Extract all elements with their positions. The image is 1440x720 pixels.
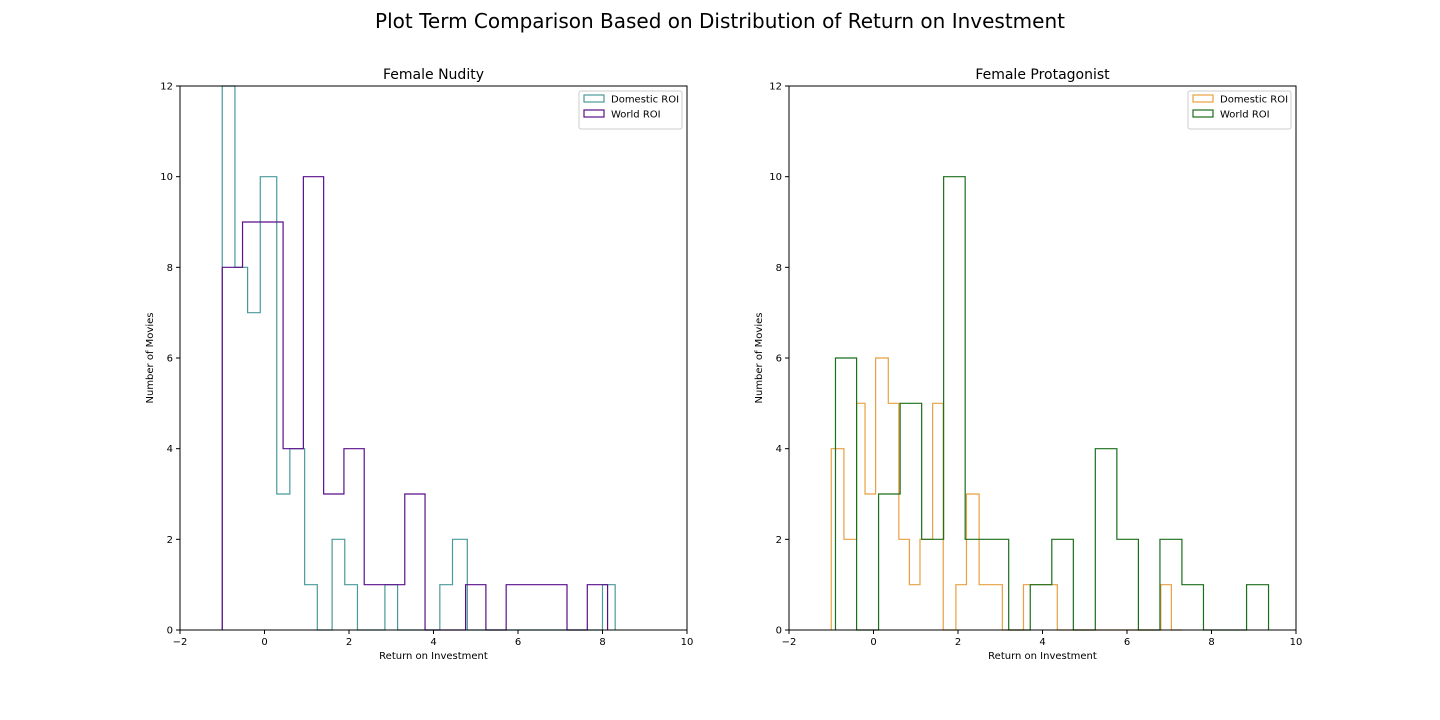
x-tick-label: 2	[955, 637, 961, 648]
x-tick-label: 4	[1039, 637, 1045, 648]
y-tick-label: 8	[167, 263, 173, 274]
legend-swatch	[1192, 94, 1214, 103]
legend-box	[1187, 90, 1292, 130]
subplot-title: Female Nudity	[383, 67, 484, 83]
y-tick-label: 0	[167, 626, 173, 637]
x-tick-label: 10	[1290, 637, 1303, 648]
legend-entry-label: Domestic ROI	[611, 95, 679, 106]
subplot-title: Female Protagonist	[975, 67, 1110, 83]
series-world-roi-histogram	[834, 176, 1270, 631]
y-tick-label: 10	[160, 172, 173, 183]
y-tick-label: 12	[160, 82, 173, 93]
y-tick-label: 2	[776, 535, 782, 546]
legend-entry-label: World ROI	[1220, 110, 1270, 121]
y-tick-label: 6	[776, 354, 782, 365]
y-tick-label: 4	[167, 444, 173, 455]
legend-swatch	[1192, 109, 1214, 118]
x-tick-label: 4	[430, 637, 436, 648]
x-tick-label: 10	[681, 637, 694, 648]
series-domestic-roi-histogram	[221, 85, 616, 631]
legend: Domestic ROI World ROI	[578, 90, 683, 130]
x-tick-label: 6	[515, 637, 521, 648]
x-tick-label: 8	[1208, 637, 1214, 648]
x-axis-label: Return on Investment	[988, 651, 1097, 662]
y-tick-label: 6	[167, 354, 173, 365]
legend-swatch	[583, 109, 605, 118]
y-tick-label: 4	[776, 444, 782, 455]
x-tick-label: 0	[870, 637, 876, 648]
legend-swatch	[583, 94, 605, 103]
axes-frame	[179, 85, 688, 631]
x-tick-label: 0	[261, 637, 267, 648]
legend: Domestic ROI World ROI	[1187, 90, 1292, 130]
legend-box	[578, 90, 683, 130]
axes-frame	[788, 85, 1297, 631]
y-tick-label: 2	[167, 535, 173, 546]
y-axis-label: Number of Movies	[754, 313, 765, 404]
x-axis-label: Return on Investment	[379, 651, 488, 662]
x-tick-label: −2	[173, 637, 188, 648]
legend-entry-label: Domestic ROI	[1220, 95, 1288, 106]
y-axis-label: Number of Movies	[145, 313, 156, 404]
y-tick-label: 12	[769, 82, 782, 93]
x-tick-label: 8	[599, 637, 605, 648]
x-tick-label: 6	[1124, 637, 1130, 648]
y-tick-label: 0	[776, 626, 782, 637]
y-tick-label: 8	[776, 263, 782, 274]
y-tick-label: 10	[769, 172, 782, 183]
legend-entry-label: World ROI	[611, 110, 661, 121]
figure-title: Plot Term Comparison Based on Distributi…	[375, 9, 1065, 33]
series-world-roi-histogram	[221, 176, 609, 631]
x-tick-label: −2	[782, 637, 797, 648]
x-tick-label: 2	[346, 637, 352, 648]
